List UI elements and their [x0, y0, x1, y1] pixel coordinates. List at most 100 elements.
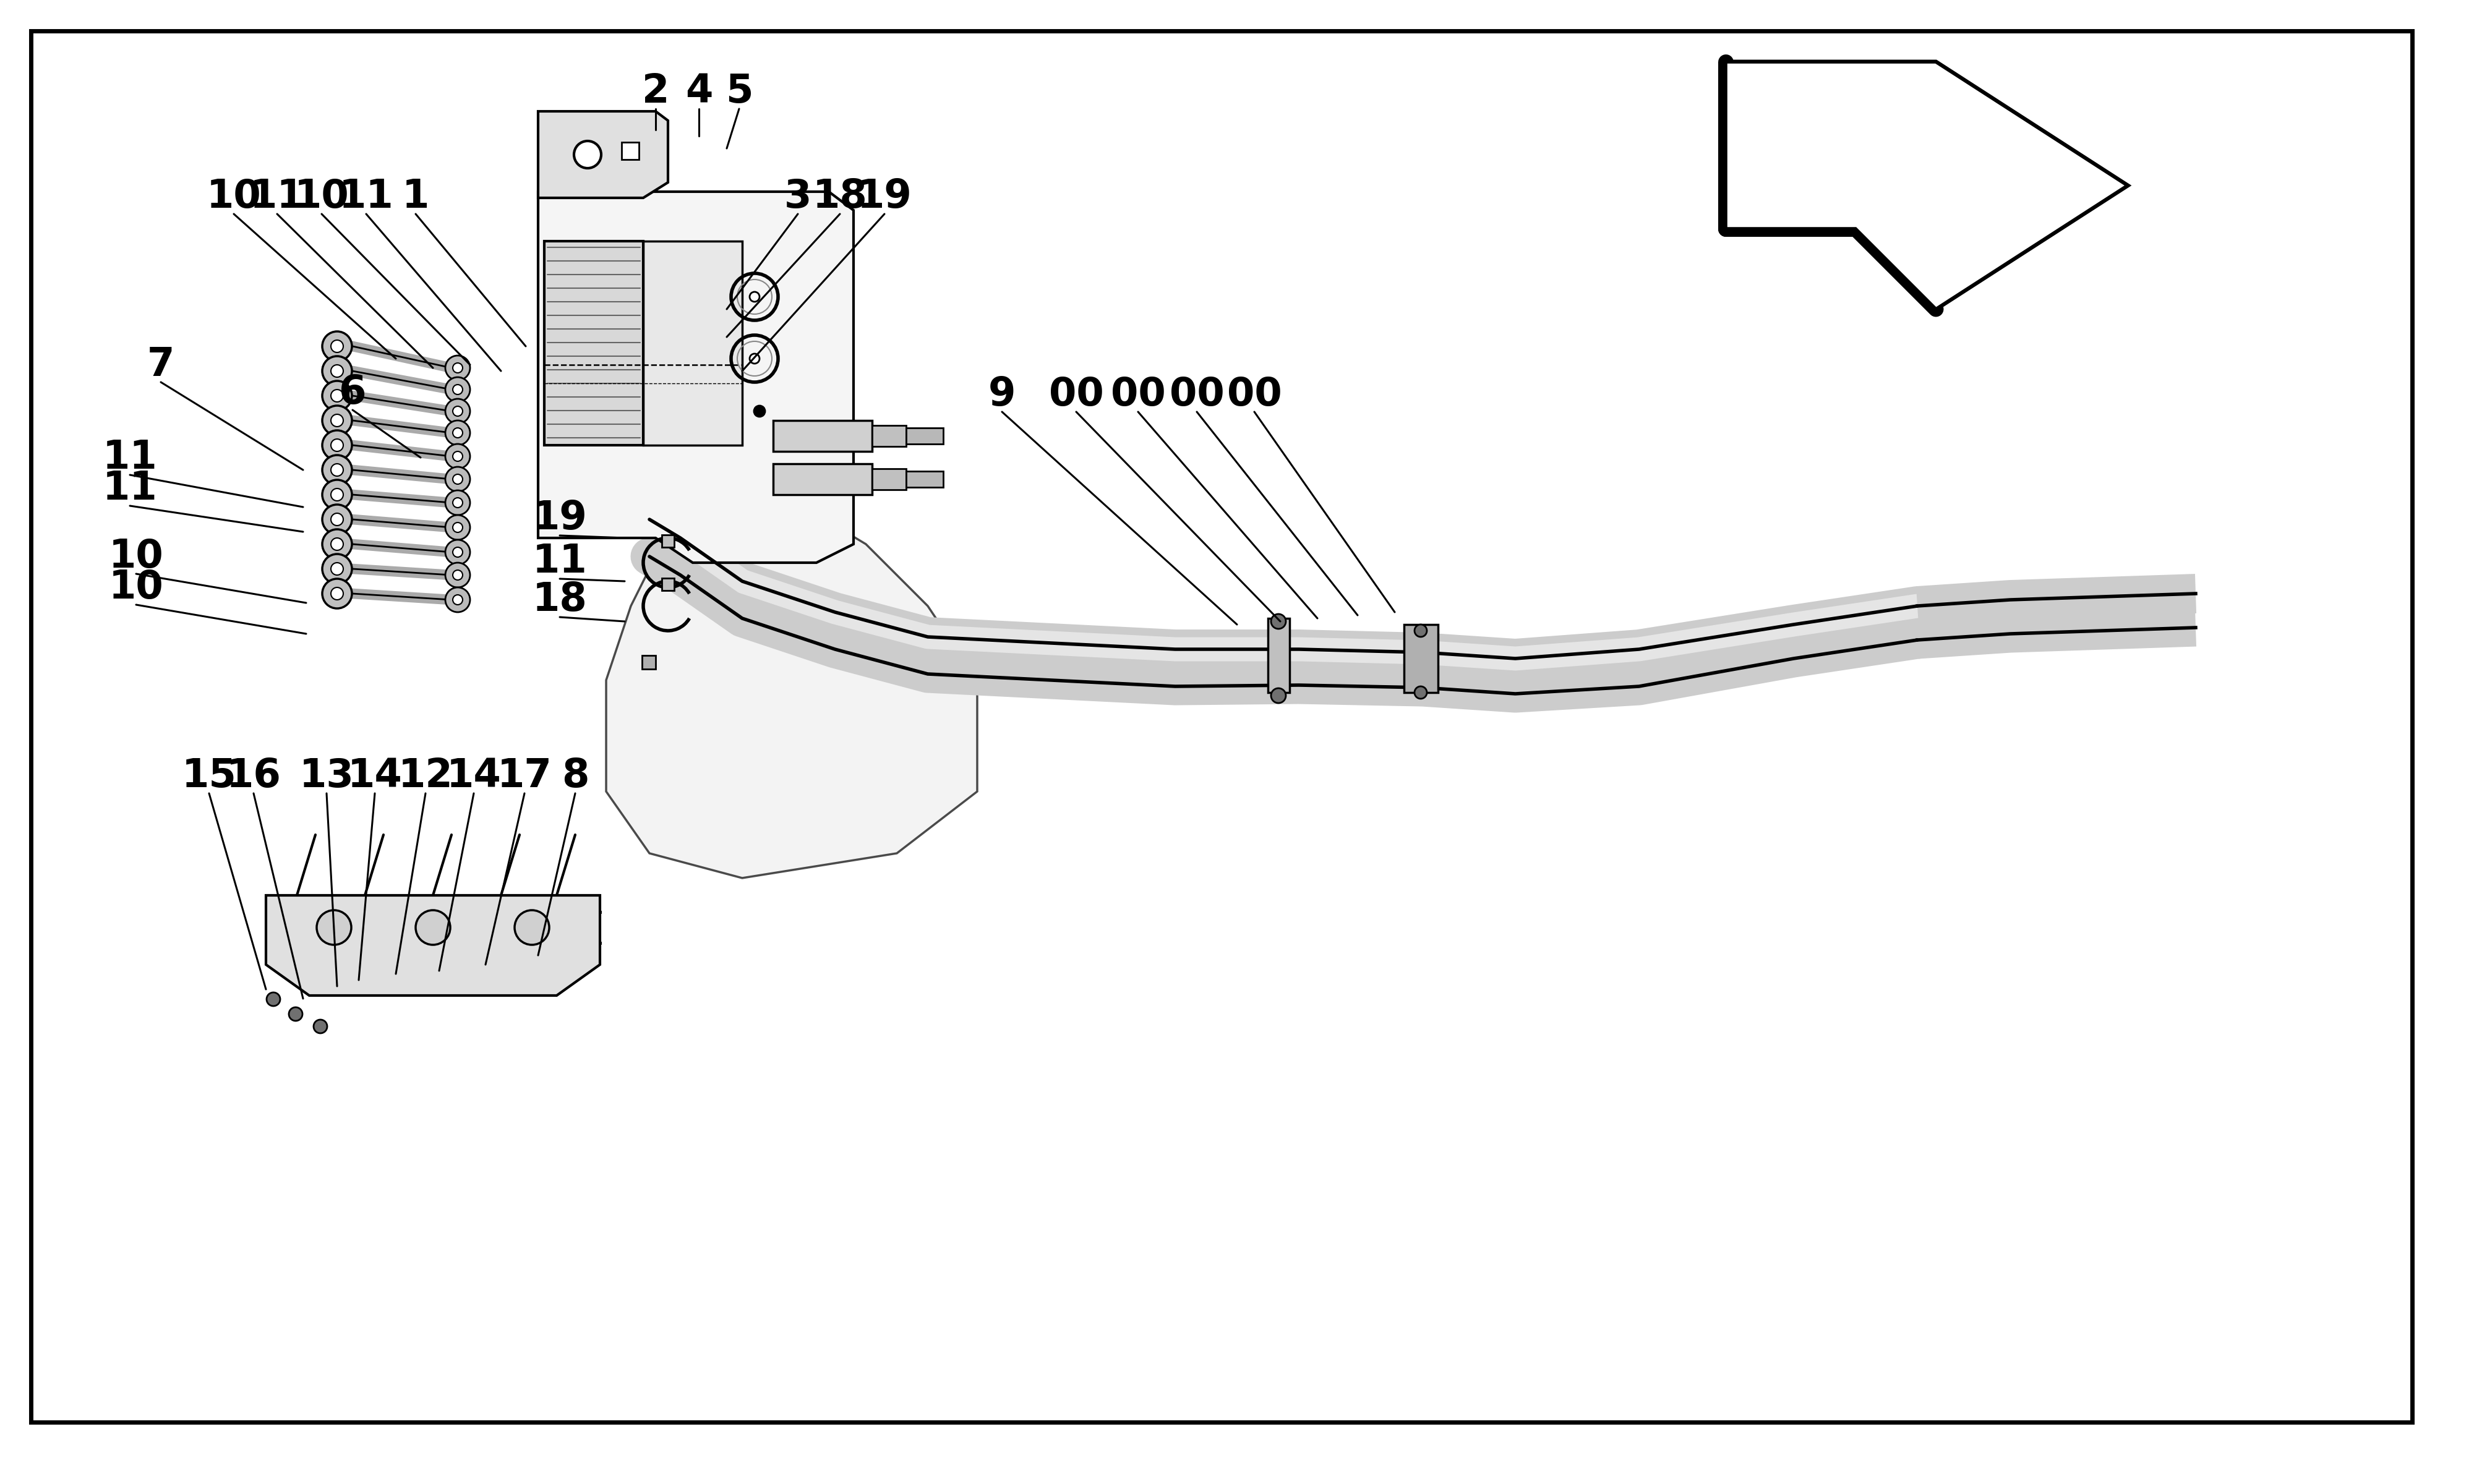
Text: 18: 18 — [811, 178, 868, 215]
Polygon shape — [643, 240, 742, 445]
Polygon shape — [267, 895, 599, 996]
Circle shape — [445, 588, 470, 611]
Circle shape — [453, 522, 463, 533]
Circle shape — [289, 1008, 302, 1021]
Polygon shape — [1727, 62, 2128, 309]
Circle shape — [332, 562, 344, 574]
Circle shape — [322, 456, 351, 485]
Circle shape — [453, 497, 463, 508]
Circle shape — [322, 430, 351, 460]
Circle shape — [322, 381, 351, 411]
Circle shape — [267, 993, 280, 1006]
Circle shape — [453, 384, 463, 395]
Circle shape — [445, 540, 470, 564]
Text: 18: 18 — [532, 580, 586, 619]
Circle shape — [445, 467, 470, 491]
Circle shape — [332, 488, 344, 500]
Text: 11: 11 — [250, 178, 304, 215]
Circle shape — [453, 570, 463, 580]
Bar — [643, 656, 656, 669]
Circle shape — [332, 588, 344, 600]
Text: 00: 00 — [1111, 375, 1165, 414]
Circle shape — [445, 420, 470, 445]
Circle shape — [445, 377, 470, 402]
Text: 17: 17 — [497, 757, 552, 795]
Text: 10: 10 — [109, 537, 163, 576]
Text: 11: 11 — [339, 178, 393, 215]
Circle shape — [574, 141, 601, 168]
Text: 00: 00 — [1227, 375, 1282, 414]
Text: 10: 10 — [205, 178, 262, 215]
Circle shape — [322, 554, 351, 583]
Bar — [905, 427, 943, 444]
Circle shape — [750, 353, 760, 364]
Text: 00: 00 — [1170, 375, 1225, 414]
Circle shape — [322, 530, 351, 559]
Circle shape — [445, 515, 470, 540]
Text: 11: 11 — [101, 438, 158, 476]
Text: 14: 14 — [445, 757, 502, 795]
Circle shape — [1272, 689, 1286, 703]
Circle shape — [332, 389, 344, 402]
Bar — [1405, 625, 1437, 693]
Circle shape — [445, 356, 470, 380]
Text: 6: 6 — [339, 374, 366, 411]
Circle shape — [445, 444, 470, 469]
Circle shape — [332, 340, 344, 352]
Text: 15: 15 — [181, 757, 238, 795]
Text: 9: 9 — [987, 375, 1017, 414]
Bar — [663, 534, 673, 548]
Circle shape — [332, 414, 344, 427]
Circle shape — [750, 292, 760, 301]
Bar — [663, 579, 673, 591]
Polygon shape — [539, 111, 668, 197]
Circle shape — [453, 451, 463, 462]
Text: 5: 5 — [725, 73, 752, 111]
Circle shape — [332, 365, 344, 377]
Circle shape — [453, 475, 463, 484]
Bar — [772, 463, 871, 494]
Text: 2: 2 — [641, 73, 670, 111]
Circle shape — [445, 490, 470, 515]
Circle shape — [332, 439, 344, 451]
Text: 3: 3 — [784, 178, 811, 215]
Polygon shape — [1727, 62, 2128, 309]
Circle shape — [314, 1020, 327, 1033]
Text: 11: 11 — [532, 542, 586, 580]
Text: 10: 10 — [109, 568, 163, 607]
Bar — [772, 420, 871, 451]
Circle shape — [1415, 686, 1427, 699]
Circle shape — [453, 548, 463, 556]
Circle shape — [453, 364, 463, 372]
Circle shape — [322, 505, 351, 534]
Circle shape — [322, 356, 351, 386]
Text: 4: 4 — [685, 73, 713, 111]
Circle shape — [322, 479, 351, 509]
Text: 16: 16 — [225, 757, 282, 795]
Bar — [871, 426, 905, 447]
Circle shape — [453, 407, 463, 416]
Polygon shape — [606, 508, 977, 879]
Polygon shape — [544, 240, 643, 445]
Bar — [1267, 619, 1289, 693]
Text: 11: 11 — [101, 469, 158, 508]
Bar — [871, 469, 905, 490]
Circle shape — [322, 579, 351, 608]
Circle shape — [453, 427, 463, 438]
Circle shape — [445, 562, 470, 588]
Circle shape — [322, 331, 351, 361]
Bar — [905, 472, 943, 487]
Circle shape — [317, 910, 351, 945]
Text: 13: 13 — [299, 757, 354, 795]
Circle shape — [755, 405, 764, 417]
Circle shape — [332, 463, 344, 476]
Circle shape — [515, 910, 549, 945]
Text: 8: 8 — [562, 757, 589, 795]
Circle shape — [1272, 614, 1286, 629]
Bar — [621, 142, 638, 159]
Text: 00: 00 — [1049, 375, 1103, 414]
Text: 7: 7 — [146, 346, 176, 384]
Circle shape — [322, 405, 351, 435]
Circle shape — [453, 595, 463, 605]
Text: 19: 19 — [856, 178, 913, 215]
